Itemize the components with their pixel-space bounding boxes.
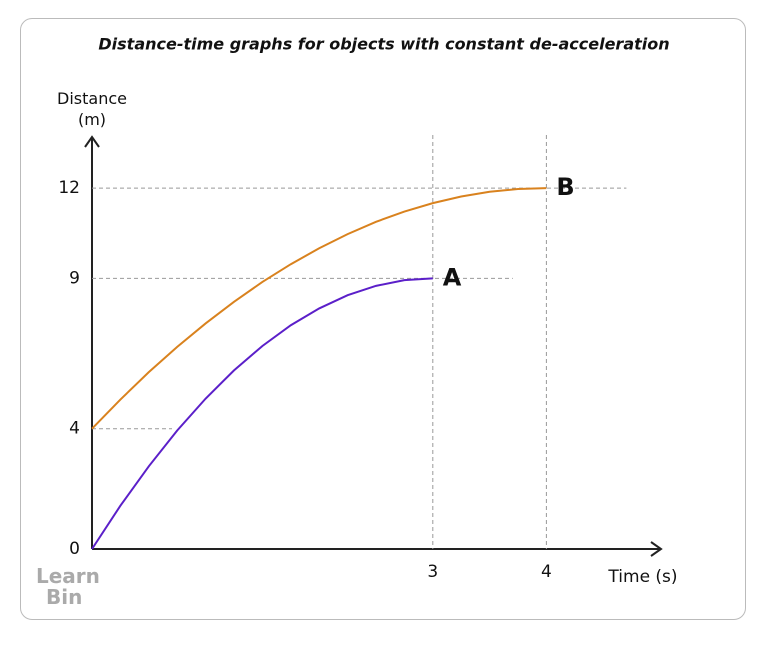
- line: [91, 187, 547, 430]
- series-label: B: [556, 173, 574, 201]
- logo-text: Bin: [46, 585, 83, 609]
- logo-text: Learn: [36, 564, 100, 588]
- axes: [84, 135, 663, 557]
- line: [91, 277, 433, 550]
- y-arrow: [84, 135, 100, 148]
- card: [20, 18, 746, 620]
- y-tick-label: 0: [69, 539, 80, 559]
- x-axis-label: Time (s): [607, 567, 677, 587]
- series-label: A: [443, 263, 462, 291]
- logo: Learn Bin: [36, 566, 100, 608]
- chart-title: Distance-time graphs for objects with co…: [98, 35, 669, 54]
- y-tick-label: 12: [58, 178, 80, 198]
- y-tick-label: 4: [69, 419, 80, 439]
- y-tick-label: 9: [69, 268, 80, 288]
- y-axis-label: Distance (m): [57, 89, 127, 129]
- x-tick-label: 3: [427, 562, 438, 582]
- x-arrow: [650, 541, 663, 557]
- x-tick-label: 4: [541, 562, 552, 582]
